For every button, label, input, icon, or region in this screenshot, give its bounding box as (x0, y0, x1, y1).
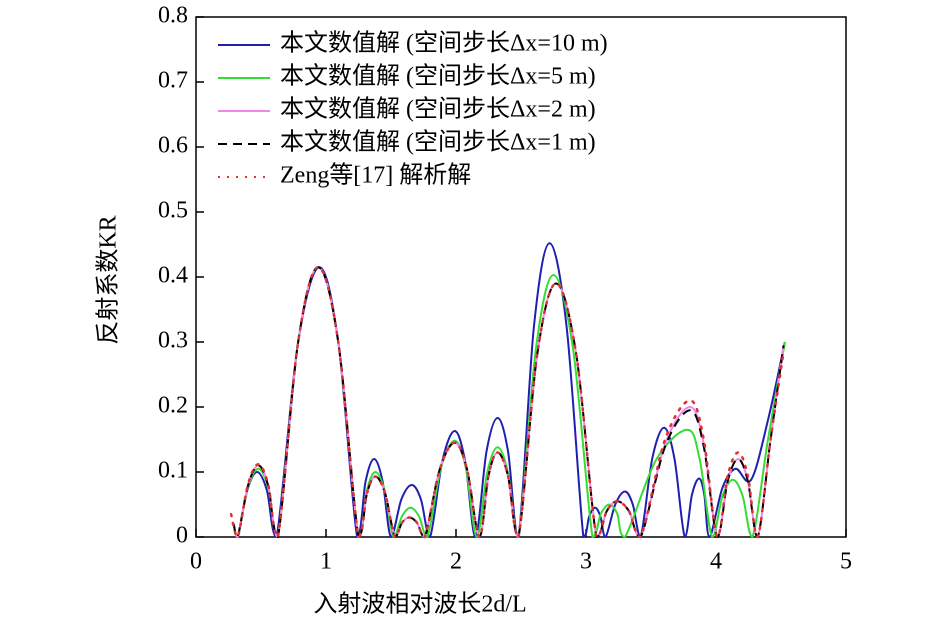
legend-label: 本文数值解 (空间步长Δx=2 m) (280, 96, 596, 123)
series-line (232, 266, 786, 539)
series-line (232, 266, 785, 539)
plot-frame (195, 16, 847, 538)
x-axis-label: 入射波相对波长2d/L (313, 591, 526, 618)
y-tick-label: 0.2 (158, 393, 188, 419)
x-tick-label: 2 (450, 549, 462, 575)
y-tick-label: 0.8 (158, 3, 188, 29)
series-line (232, 242, 786, 539)
x-tick-label: 4 (710, 549, 722, 575)
y-tick-label: 0.7 (158, 68, 188, 94)
legend-label: 本文数值解 (空间步长Δx=5 m) (280, 63, 596, 90)
x-tick-label: 0 (190, 549, 202, 575)
legend-label: 本文数值解 (空间步长Δx=10 m) (280, 30, 608, 57)
y-tick-label: 0.3 (158, 328, 188, 354)
y-tick-label: 0 (176, 523, 188, 549)
x-tick-label: 1 (320, 549, 332, 575)
y-tick-label: 0.6 (158, 133, 188, 159)
x-tick-label: 5 (840, 549, 852, 575)
y-axis-label: 反射系数KR (95, 215, 122, 344)
x-tick-label: 3 (580, 549, 592, 575)
y-tick-label: 0.4 (158, 263, 188, 289)
y-tick-label: 0.5 (158, 198, 188, 224)
legend-label: 本文数值解 (空间步长Δx=1 m) (280, 129, 596, 156)
legend-label: Zeng等[17] 解析解 (280, 162, 471, 189)
series-line (229, 265, 785, 539)
y-tick-label: 0.1 (158, 458, 188, 484)
series-line (232, 266, 785, 539)
